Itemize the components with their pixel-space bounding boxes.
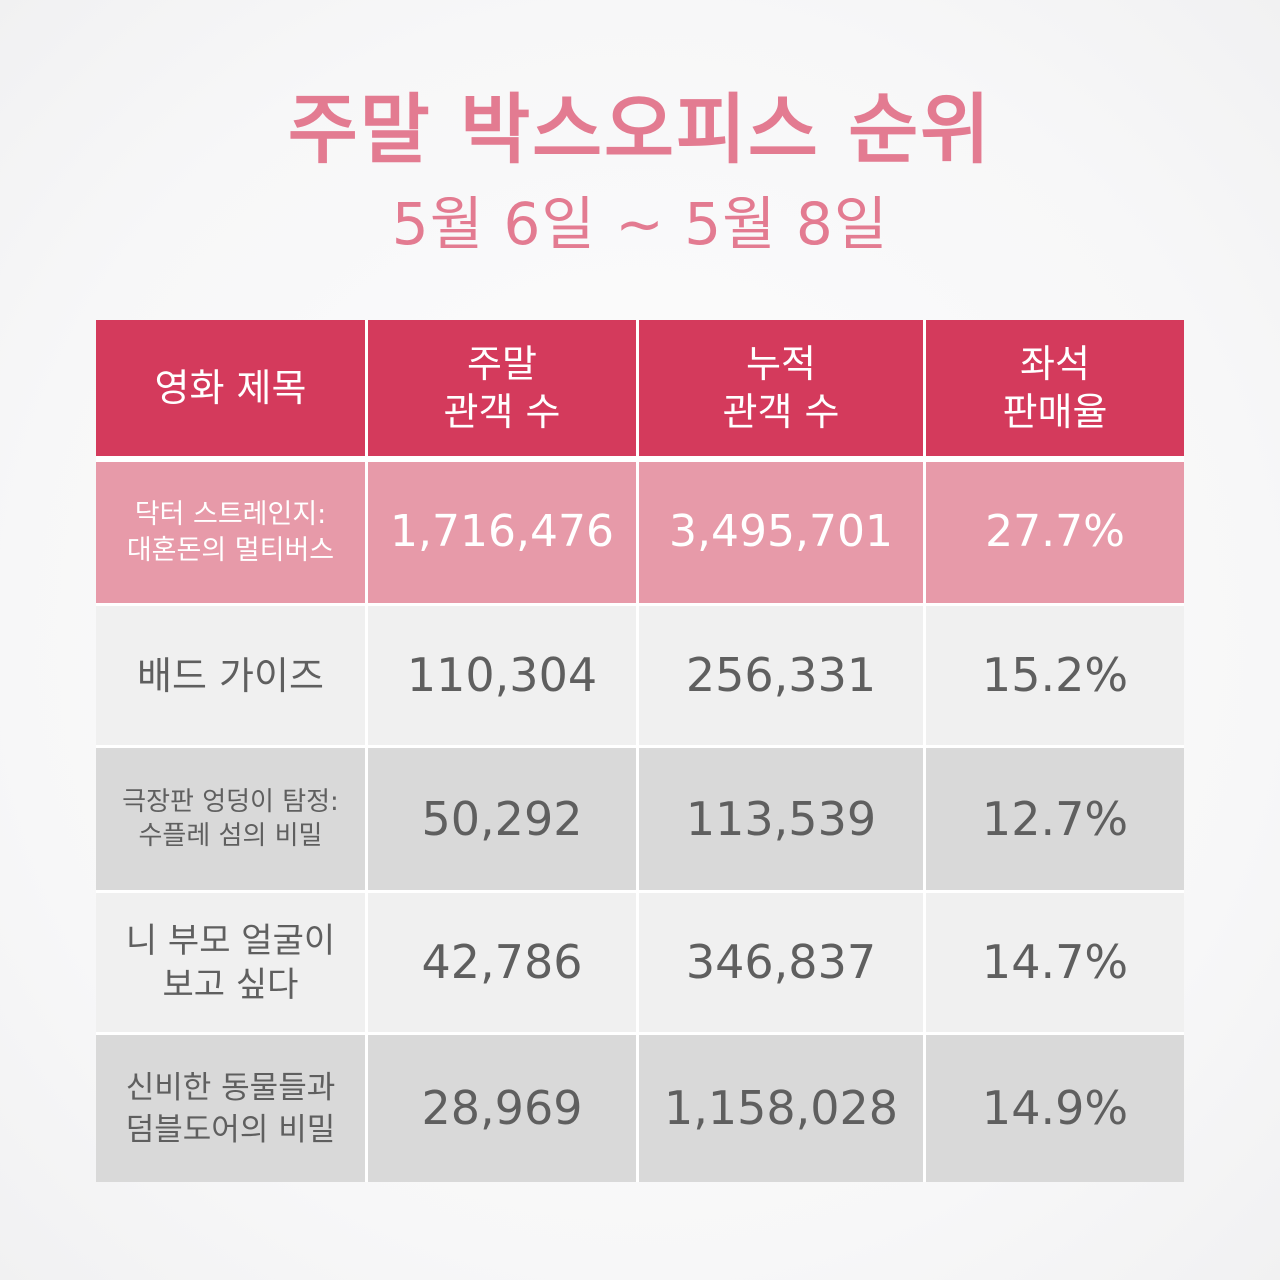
header-weekend-audience-label: 주말 관객 수 bbox=[443, 342, 561, 434]
cumulative-audience-cell: 346,837 bbox=[639, 893, 926, 1035]
header-seat-sales-rate: 좌석 판매율 bbox=[926, 320, 1184, 462]
weekend-audience-cell: 50,292 bbox=[368, 748, 639, 893]
weekend-audience-cell: 110,304 bbox=[368, 606, 639, 748]
movie-title: 신비한 동물들과 덤블도어의 비밀 bbox=[125, 1069, 336, 1148]
seat-rate-cell: 15.2% bbox=[926, 606, 1184, 748]
header-seat-sales-rate-label: 좌석 판매율 bbox=[1002, 342, 1108, 434]
cumulative-audience-cell: 1,158,028 bbox=[639, 1035, 926, 1182]
header-movie-title: 영화 제목 bbox=[96, 320, 368, 462]
header-cumulative-audience-label: 누적 관객 수 bbox=[722, 342, 840, 434]
seat-rate-cell: 14.9% bbox=[926, 1035, 1184, 1182]
movie-title: 배드 가이즈 bbox=[137, 653, 324, 698]
header-weekend-audience: 주말 관객 수 bbox=[368, 320, 639, 462]
date-range-subtitle: 5월 6일 ~ 5월 8일 bbox=[391, 190, 889, 258]
weekend-audience-cell: 42,786 bbox=[368, 893, 639, 1035]
header-cumulative-audience: 누적 관객 수 bbox=[639, 320, 926, 462]
movie-title: 니 부모 얼굴이 보고 싶다 bbox=[125, 920, 336, 1005]
weekend-audience-cell: 1,716,476 bbox=[368, 462, 639, 606]
seat-rate-cell: 14.7% bbox=[926, 893, 1184, 1035]
movie-title: 극장판 엉덩이 탐정: 수플레 섬의 비밀 bbox=[122, 787, 339, 851]
movie-title-cell: 극장판 엉덩이 탐정: 수플레 섬의 비밀 bbox=[96, 748, 368, 893]
weekend-audience-cell: 28,969 bbox=[368, 1035, 639, 1182]
seat-rate-cell: 12.7% bbox=[926, 748, 1184, 893]
cumulative-audience-cell: 3,495,701 bbox=[639, 462, 926, 606]
movie-title-cell: 신비한 동물들과 덤블도어의 비밀 bbox=[96, 1035, 368, 1182]
cumulative-audience-cell: 113,539 bbox=[639, 748, 926, 893]
seat-rate-cell: 27.7% bbox=[926, 462, 1184, 606]
header-movie-title-label: 영화 제목 bbox=[154, 366, 307, 410]
page-title: 주말 박스오피스 순위 bbox=[287, 85, 993, 174]
movie-title-cell: 니 부모 얼굴이 보고 싶다 bbox=[96, 893, 368, 1035]
movie-title-cell: 배드 가이즈 bbox=[96, 606, 368, 748]
movie-title: 닥터 스트레인지: 대혼돈의 멀티버스 bbox=[126, 498, 335, 566]
cumulative-audience-cell: 256,331 bbox=[639, 606, 926, 748]
movie-title-cell: 닥터 스트레인지: 대혼돈의 멀티버스 bbox=[96, 462, 368, 606]
box-office-table: 영화 제목 주말 관객 수 누적 관객 수 좌석 판매율 닥터 스트레인지: 대… bbox=[96, 320, 1184, 1182]
